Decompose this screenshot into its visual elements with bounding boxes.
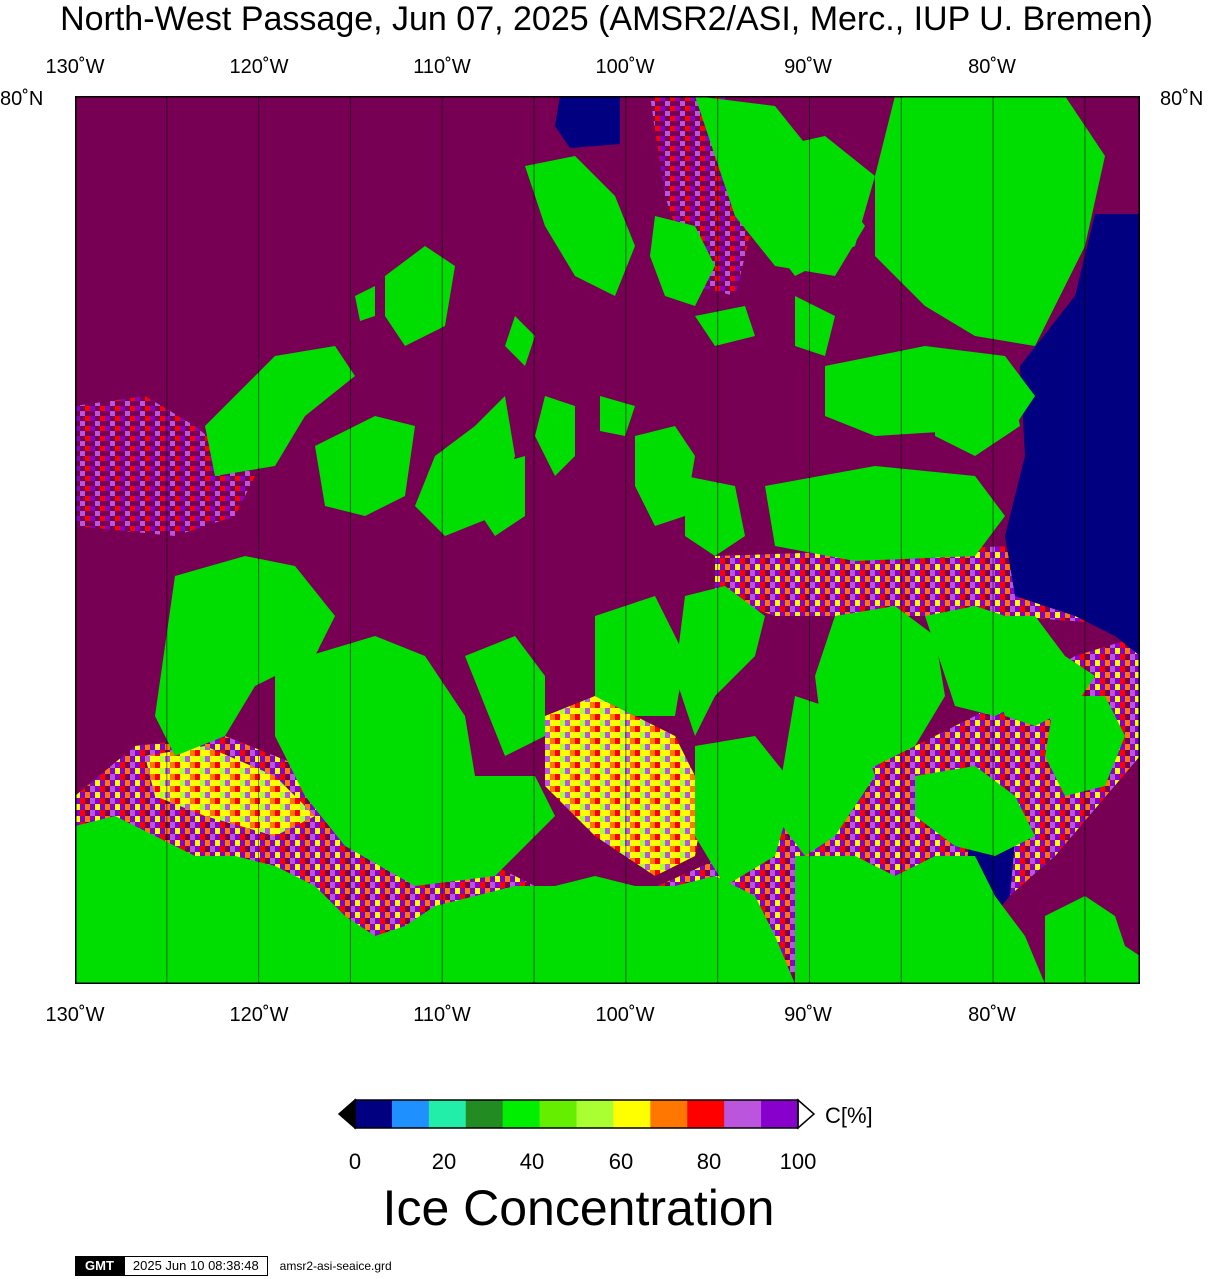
colorbar-bin-6 [576,1100,614,1128]
lon-tick-bottom-80: 80˚W [968,1004,1016,1026]
colorbar-bin-1 [391,1100,430,1128]
colorbar-bin-5 [539,1100,577,1128]
lon-tick-top-120: 120˚W [229,56,289,78]
land-island-3 [795,296,835,356]
map-border [75,96,1140,984]
colorbar-tick-60: 60 [608,1149,634,1174]
colorbar-under-triangle [337,1098,356,1130]
colorbar-unit-label: C[%] [825,1103,873,1128]
land-mainland [75,816,795,984]
lon-tick-top-100: 100˚W [595,56,655,78]
land-southeast-1 [915,766,1035,856]
lon-tick-bottom-130: 130˚W [45,1004,105,1026]
land-victoria-island [275,636,555,886]
land-masses [75,96,1140,984]
colorbar-tick-40: 40 [519,1149,545,1174]
timestamp: 2025 Jun 10 08:38:48 [123,1256,268,1276]
mixed-ice-edge-northwest [75,396,255,536]
land-island-southeast [1075,936,1125,976]
mixed-ice-zone-central [545,696,705,876]
colorbar-tick-80: 80 [696,1149,722,1174]
colorbar-tick-0: 0 [348,1149,362,1174]
land-coastal-south [775,696,875,856]
land-prince-of-wales [595,596,685,716]
colorbar-bin-10 [724,1100,762,1128]
land-baffin-east [935,376,1020,456]
colorbar-bin-7 [613,1100,651,1128]
land-axel-heiberg [735,136,875,276]
colorbar-title: Ice Concentration [382,1180,775,1236]
gmt-logo: GMT [75,1256,124,1276]
land-mainland-east [795,856,1045,984]
lat-label-left: 80˚N [0,88,44,110]
ice-concentration-map [75,96,1140,984]
land-boothia [695,736,795,886]
lon-tick-bottom-110: 110˚W [413,1004,471,1026]
graticule [166,96,1086,984]
land-island-2 [695,306,755,346]
land-bathurst-island [315,416,415,516]
land-cornwallis [455,456,525,536]
lon-tick-bottom-90: 90˚W [784,1004,832,1026]
lat-label-right: 80˚N [1160,88,1204,110]
colorbar-bin-11 [761,1100,799,1128]
map-canvas [75,96,1140,984]
colorbar [337,1098,816,1130]
lon-tick-top-110: 110˚W [413,56,471,78]
colorbar-frame [354,1099,799,1129]
land-melville-island [205,346,355,476]
land-somerset [675,586,765,736]
colorbar-bin-2 [428,1100,467,1128]
land-small-island-a [385,246,455,346]
colorbar-tick-100: 100 [779,1149,817,1174]
land-banks-island [155,556,335,756]
land-devon-south [765,466,1005,561]
lon-tick-bottom-120: 120˚W [229,1004,289,1026]
colorbar-bin-8 [650,1100,688,1128]
land-island-1 [650,216,715,306]
open-water-north-patch [555,96,620,148]
colorbar-bin-9 [687,1100,725,1128]
land-central-block [635,426,695,526]
colorbar-bin-4 [502,1100,541,1128]
open-water-baffin-bay [1005,214,1140,656]
colorbar-over-triangle [797,1098,816,1130]
land-east-block [685,476,745,556]
land-north-central [525,156,635,296]
colorbar-bin-3 [465,1100,504,1128]
lon-tick-bottom-100: 100˚W [595,1004,655,1026]
land-small-island-b [505,316,535,366]
land-victoria-east [465,636,545,756]
lon-tick-top-80: 80˚W [968,56,1016,78]
colorbar-tick-20: 20 [431,1149,457,1174]
colorbar-bin-0 [355,1100,393,1128]
lon-tick-top-130: 130˚W [45,56,105,78]
grid-filename: amsr2-asi-seaice.grd [279,1259,392,1273]
land-small-island-c [355,286,375,321]
land-greenland-north [875,96,1105,346]
land-small-island-d [535,396,575,476]
mixed-ice-zone-west [145,746,315,836]
map-title: North-West Passage, Jun 07, 2025 (AMSR2/… [60,0,1153,38]
footer: GMT 2025 Jun 10 08:38:48 amsr2-asi-seaic… [75,1256,392,1276]
lon-tick-top-90: 90˚W [784,56,832,78]
